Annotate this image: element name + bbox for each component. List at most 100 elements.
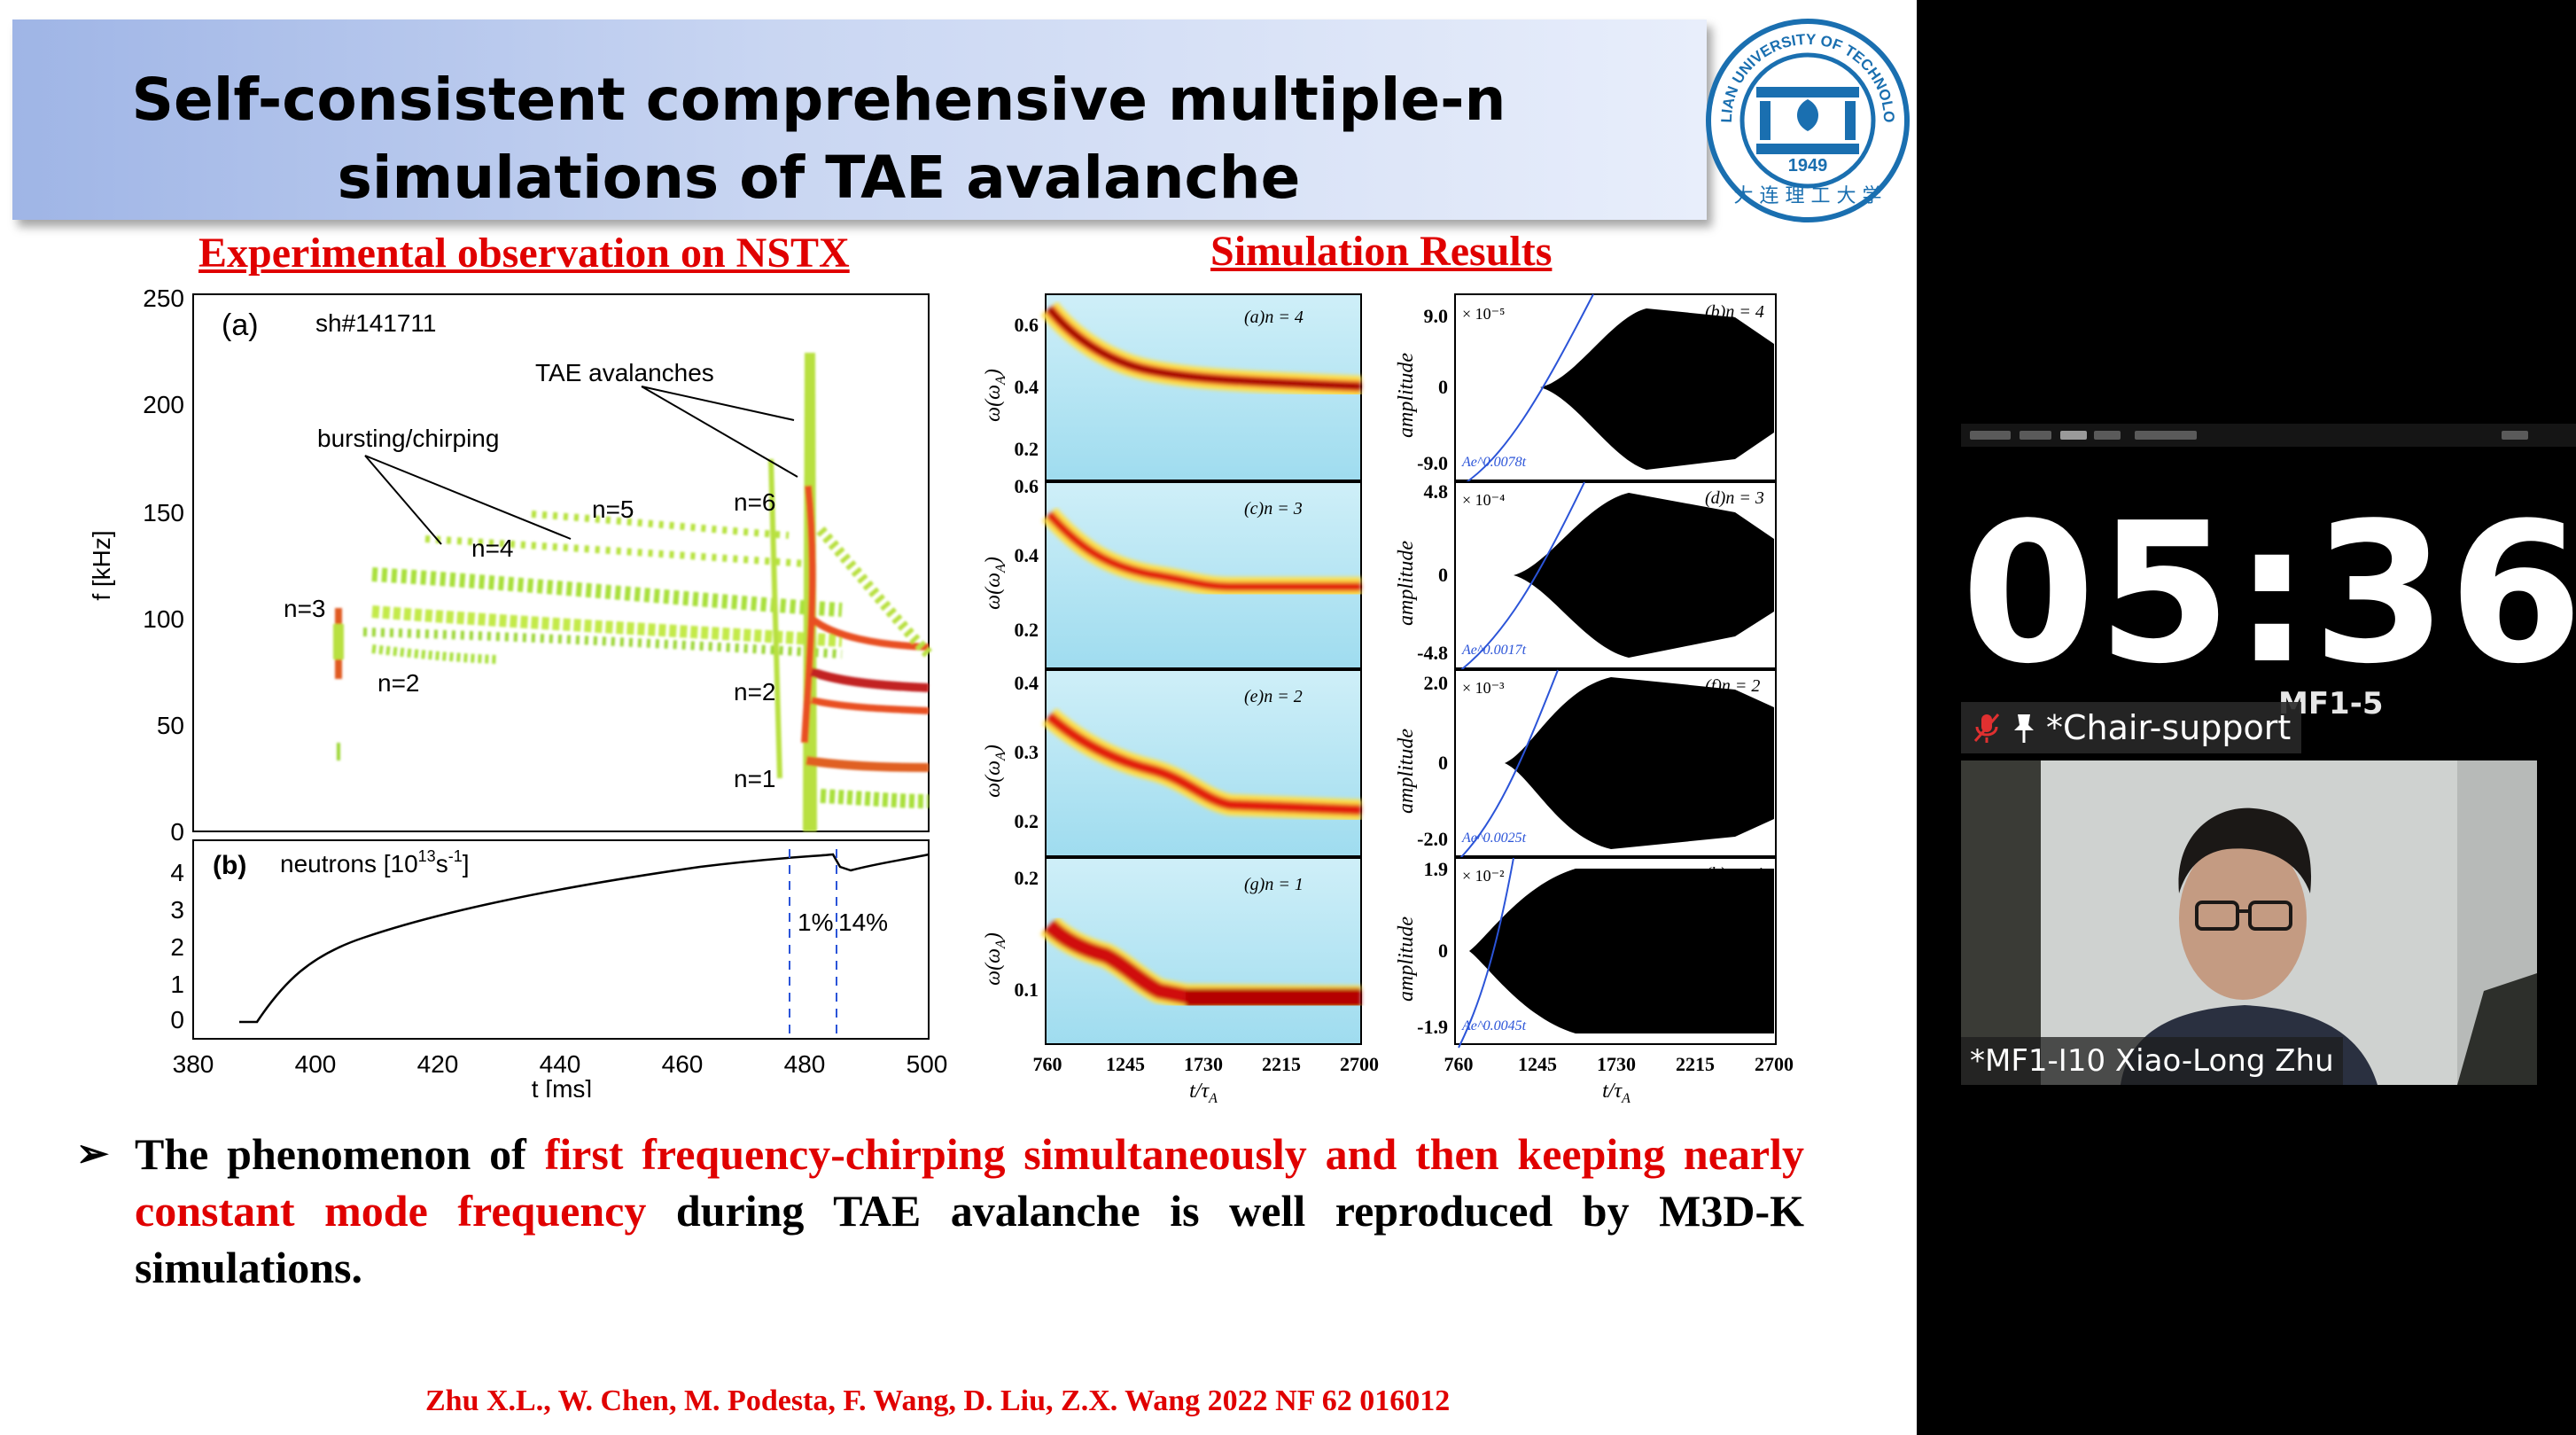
amp-tick: -2.0 [1417, 828, 1448, 850]
neutron-tick-0: 0 [170, 1006, 184, 1033]
neutrons-title: neutrons [1013s-1] [280, 847, 470, 877]
sim-xlabel: t/τA [1602, 1080, 1630, 1106]
sim-label-h: (h)n = 1 [1705, 864, 1764, 884]
sim-label-d: (d)n = 3 [1705, 488, 1764, 508]
sim-xtick: 1245 [1518, 1053, 1557, 1075]
omega-axis-label: ω(ωA) [982, 369, 1008, 422]
speaker-video-frame [1961, 760, 2537, 1085]
sim-xtick: 1730 [1184, 1053, 1223, 1075]
chair-name: *Chair-support [2046, 708, 2292, 747]
spectrogram-traces [333, 353, 933, 831]
amplitude-axis-label: amplitude [1395, 541, 1418, 626]
amp-tick: 1.9 [1424, 858, 1449, 880]
omega-tick: 0.2 [1015, 810, 1039, 832]
panel-b-label: (b) [213, 851, 246, 880]
sim-row-3: (e)n = 2 0.4 0.3 0.2 2.0 0 -2.0 × 10⁻³ (… [1015, 669, 1777, 861]
n6-label: n=6 [734, 488, 776, 516]
n2-left-label: n=2 [377, 669, 420, 697]
arrow-bullet-icon: ➢ [76, 1132, 109, 1175]
neutron-tick-4: 4 [170, 859, 184, 886]
growth-fit: Ae^0.0017t [1461, 643, 1527, 658]
omega-tick: 0.2 [1015, 619, 1039, 641]
toolbar-item[interactable] [2020, 431, 2051, 440]
toolbar-item[interactable] [2060, 431, 2087, 440]
omega-axis-label: ω(ωA) [982, 745, 1008, 798]
omega-tick: 0.2 [1015, 867, 1039, 889]
sim-xtick: 1730 [1597, 1053, 1636, 1075]
growth-fit: Ae^0.0045t [1461, 1018, 1527, 1033]
f-tick-250: 250 [143, 285, 184, 312]
video-toolbar[interactable] [1961, 424, 2576, 447]
summary-bullet: ➢ The phenomenon of first frequency-chir… [76, 1126, 1804, 1296]
mic-muted-icon [1973, 714, 2000, 743]
t-tick-460: 460 [662, 1050, 704, 1078]
n4-label: n=4 [471, 534, 514, 562]
speaker-name-tag: *MF1-I10 Xiao-Long Zhu [1961, 1037, 2343, 1085]
pin-icon [2014, 714, 2034, 743]
amp-tick: 0 [1438, 564, 1448, 586]
n2-right-label: n=2 [734, 678, 776, 706]
sim-label-e: (e)n = 2 [1244, 687, 1303, 706]
sim-label-g: (g)n = 1 [1244, 875, 1304, 894]
t-tick-440: 440 [540, 1050, 581, 1078]
slide-title-line-1: Self-consistent comprehensive multiple-n [131, 66, 1506, 134]
bullet-highlight: first frequency-chirping simultaneously … [135, 1129, 1805, 1236]
f-tick-150: 150 [143, 499, 184, 526]
amplitude-axis-label: amplitude [1395, 916, 1418, 1002]
experimental-heading: Experimental observation on NSTX [198, 230, 850, 277]
amp-tick: 9.0 [1424, 305, 1449, 327]
sim-label-f: (f)n = 2 [1705, 676, 1760, 696]
omega-tick: 0.1 [1015, 979, 1039, 1001]
toolbar-item[interactable] [2094, 431, 2121, 440]
amp-tick: -9.0 [1417, 452, 1448, 474]
bullet-text-1: The phenomenon of [135, 1129, 545, 1179]
title-banner: Self-consistent comprehensive multiple-n… [12, 19, 1707, 220]
toolbar-item[interactable] [2502, 431, 2528, 440]
neutron-tick-1: 1 [170, 971, 184, 998]
sim-xtick: 760 [1444, 1053, 1474, 1075]
bullet-text-2: during TAE avalanche is well reproduced … [135, 1186, 1804, 1292]
sim-xtick: 2215 [1262, 1053, 1301, 1075]
omega-tick: 0.4 [1015, 672, 1039, 694]
t-axis-label: t [ms] [532, 1075, 592, 1097]
t-tick-400: 400 [295, 1050, 337, 1078]
amp-tick: 0 [1438, 940, 1448, 962]
neutron-tick-3: 3 [170, 896, 184, 924]
amp-scale: × 10⁻³ [1462, 679, 1505, 697]
speaker-video: *MF1-I10 Xiao-Long Zhu [1961, 760, 2537, 1085]
sim-row-1: (a)n = 4 0.6 0.4 0.2 9.0 0 -9.0 × 10⁻⁵ (… [1015, 293, 1777, 488]
toolbar-item[interactable] [1970, 431, 2011, 440]
neutron-drop-1: 1% [798, 909, 833, 936]
simulation-heading: Simulation Results [1210, 228, 1553, 275]
toolbar-item[interactable] [2135, 431, 2197, 440]
chair-name-tag: *Chair-support [1961, 702, 2302, 753]
bursting-annotation: bursting/chirping [317, 425, 499, 452]
sim-row-4: (g)n = 1 0.2 0.1 1.9 0 -1.9 × 10⁻² (h)n … [1015, 857, 1777, 1049]
f-tick-50: 50 [157, 712, 184, 739]
university-seal-icon: DALIAN UNIVERSITY OF TECHNOLOGY 1949 大 连… [1701, 14, 1910, 222]
amplitude-axis-label: amplitude [1395, 353, 1418, 438]
amplitude-axis-label: amplitude [1395, 729, 1418, 814]
amp-scale: × 10⁻² [1462, 867, 1505, 885]
neutron-drop-2: 14% [838, 909, 888, 936]
experiment-figure: (a) sh#141711 f [kHz] 250 200 150 100 50… [88, 285, 948, 1097]
sim-xtick: 2700 [1340, 1053, 1379, 1075]
n3-label: n=3 [284, 595, 326, 622]
neutron-tick-2: 2 [170, 933, 184, 961]
omega-tick: 0.2 [1015, 438, 1039, 460]
sim-label-c: (c)n = 3 [1244, 499, 1303, 519]
amp-scale: × 10⁻⁵ [1462, 305, 1505, 323]
t-tick-500: 500 [907, 1050, 948, 1078]
t-tick-380: 380 [173, 1050, 214, 1078]
sim-xtick: 2215 [1676, 1053, 1715, 1075]
sim-xtick: 2700 [1755, 1053, 1794, 1075]
citation: Zhu X.L., W. Chen, M. Podesta, F. Wang, … [425, 1384, 1451, 1417]
logo-year: 1949 [1788, 156, 1828, 175]
omega-axis-label: ω(ωA) [982, 932, 1008, 986]
sim-xtick: 760 [1033, 1053, 1062, 1075]
omega-tick: 0.4 [1015, 544, 1039, 566]
meeting-sidebar: 05:36 MF1-5 *Chair-support *MF1-I1 [1917, 0, 2576, 1435]
amp-scale: × 10⁻⁴ [1462, 491, 1505, 509]
f-axis-label: f [kHz] [88, 530, 115, 600]
sim-label-b: (b)n = 4 [1705, 302, 1764, 322]
